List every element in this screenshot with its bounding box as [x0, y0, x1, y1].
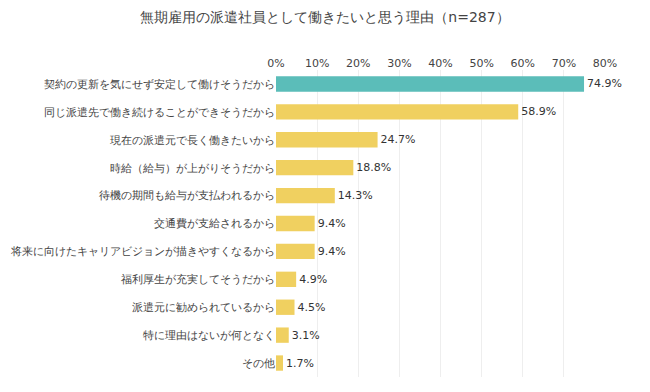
- svg-text:14.3%: 14.3%: [338, 189, 373, 202]
- svg-text:74.9%: 74.9%: [587, 77, 622, 90]
- svg-text:時給（給与）が上がりそうだから: 時給（給与）が上がりそうだから: [110, 162, 275, 175]
- svg-text:4.9%: 4.9%: [299, 273, 327, 286]
- svg-text:9.4%: 9.4%: [318, 217, 346, 230]
- svg-text:交通費が支給されるから: 交通費が支給されるから: [154, 217, 275, 230]
- svg-text:20%: 20%: [346, 57, 370, 70]
- svg-text:80%: 80%: [593, 57, 617, 70]
- svg-text:60%: 60%: [511, 57, 535, 70]
- svg-text:福利厚生が充実してそうだから: 福利厚生が充実してそうだから: [121, 273, 275, 286]
- svg-text:3.1%: 3.1%: [292, 329, 320, 342]
- svg-text:9.4%: 9.4%: [318, 245, 346, 258]
- svg-text:58.9%: 58.9%: [521, 105, 556, 118]
- svg-text:その他: その他: [242, 357, 275, 370]
- svg-text:無期雇用の派遣社員として働きたいと思う理由（n=287）: 無期雇用の派遣社員として働きたいと思う理由（n=287）: [140, 9, 509, 25]
- svg-text:現在の派遣元で長く働きたいから: 現在の派遣元で長く働きたいから: [110, 134, 275, 147]
- svg-text:待機の期間も給与が支払われるから: 待機の期間も給与が支払われるから: [99, 189, 275, 202]
- svg-text:契約の更新を気にせず安定して働けそうだから: 契約の更新を気にせず安定して働けそうだから: [44, 78, 275, 91]
- svg-text:40%: 40%: [428, 57, 452, 70]
- svg-text:0%: 0%: [267, 57, 284, 70]
- svg-text:30%: 30%: [387, 57, 411, 70]
- svg-text:70%: 70%: [552, 57, 576, 70]
- svg-text:4.5%: 4.5%: [298, 301, 326, 314]
- svg-text:50%: 50%: [469, 57, 493, 70]
- svg-text:24.7%: 24.7%: [381, 133, 416, 146]
- svg-text:10%: 10%: [305, 57, 329, 70]
- svg-text:18.8%: 18.8%: [356, 161, 391, 174]
- svg-text:同じ派遣先で働き続けることができそうだから: 同じ派遣先で働き続けることができそうだから: [44, 106, 275, 119]
- svg-text:派遣元に勧められているから: 派遣元に勧められているから: [132, 301, 275, 314]
- svg-text:1.7%: 1.7%: [286, 357, 314, 370]
- svg-text:特に理由はないが何となく: 特に理由はないが何となく: [143, 329, 275, 342]
- svg-text:将来に向けたキャリアビジョンが描きやすくなるから: 将来に向けたキャリアビジョンが描きやすくなるから: [10, 245, 275, 258]
